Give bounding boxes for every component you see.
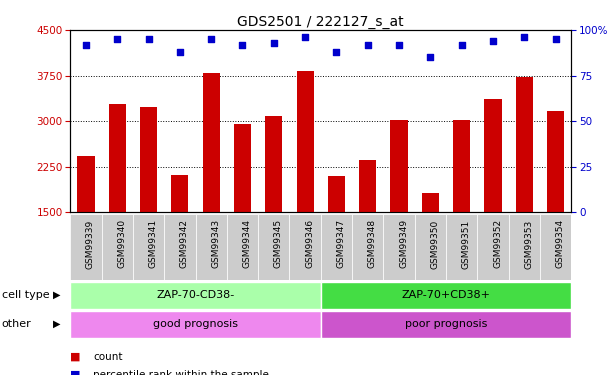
Bar: [352, 214, 384, 280]
Point: [238, 42, 247, 48]
Point: [207, 36, 216, 42]
Text: good prognosis: good prognosis: [153, 319, 238, 329]
Text: ZAP-70-CD38-: ZAP-70-CD38-: [156, 290, 235, 300]
Point: [112, 36, 122, 42]
Bar: [164, 214, 196, 280]
Title: GDS2501 / 222127_s_at: GDS2501 / 222127_s_at: [238, 15, 404, 29]
Bar: [390, 120, 408, 212]
Bar: [203, 72, 220, 212]
Text: GSM99351: GSM99351: [462, 219, 470, 268]
Text: other: other: [2, 319, 32, 329]
Text: GSM99344: GSM99344: [243, 219, 252, 268]
Text: ▶: ▶: [53, 290, 60, 300]
Bar: [321, 310, 571, 338]
Bar: [109, 104, 126, 212]
Bar: [290, 214, 321, 280]
Bar: [477, 214, 509, 280]
Bar: [453, 120, 470, 212]
Text: count: count: [93, 352, 123, 362]
Text: GSM99345: GSM99345: [274, 219, 283, 268]
Bar: [101, 214, 133, 280]
Text: GSM99352: GSM99352: [493, 219, 502, 268]
Bar: [540, 214, 571, 280]
Text: GSM99353: GSM99353: [524, 219, 533, 268]
Text: percentile rank within the sample: percentile rank within the sample: [93, 370, 269, 375]
Text: cell type: cell type: [2, 290, 49, 300]
Bar: [296, 71, 313, 212]
Bar: [78, 156, 95, 212]
Text: GSM99350: GSM99350: [430, 219, 439, 268]
Point: [457, 42, 467, 48]
Bar: [133, 214, 164, 280]
Bar: [422, 193, 439, 212]
Bar: [70, 214, 101, 280]
Bar: [70, 310, 321, 338]
Point: [363, 42, 373, 48]
Bar: [171, 175, 188, 212]
Text: GSM99354: GSM99354: [555, 219, 565, 268]
Point: [425, 54, 435, 60]
Text: ZAP-70+CD38+: ZAP-70+CD38+: [401, 290, 491, 300]
Point: [332, 49, 342, 55]
Point: [488, 38, 498, 44]
Bar: [70, 282, 321, 309]
Bar: [384, 214, 415, 280]
Text: GSM99347: GSM99347: [337, 219, 345, 268]
Point: [144, 36, 153, 42]
Text: GSM99346: GSM99346: [305, 219, 314, 268]
Bar: [227, 214, 258, 280]
Text: GSM99342: GSM99342: [180, 219, 189, 268]
Text: GSM99340: GSM99340: [117, 219, 126, 268]
Bar: [196, 214, 227, 280]
Bar: [485, 99, 502, 212]
Bar: [415, 214, 446, 280]
Text: GSM99343: GSM99343: [211, 219, 220, 268]
Text: ■: ■: [70, 352, 81, 362]
Bar: [446, 214, 477, 280]
Text: GSM99348: GSM99348: [368, 219, 377, 268]
Bar: [234, 123, 251, 212]
Point: [269, 40, 279, 46]
Point: [300, 34, 310, 40]
Bar: [265, 116, 282, 212]
Text: ▶: ▶: [53, 319, 60, 329]
Point: [394, 42, 404, 48]
Point: [519, 34, 529, 40]
Text: GSM99339: GSM99339: [86, 219, 95, 268]
Point: [175, 49, 185, 55]
Bar: [321, 214, 352, 280]
Bar: [258, 214, 290, 280]
Text: poor prognosis: poor prognosis: [405, 319, 487, 329]
Bar: [328, 176, 345, 212]
Text: GSM99341: GSM99341: [148, 219, 158, 268]
Text: ■: ■: [70, 370, 81, 375]
Bar: [509, 214, 540, 280]
Bar: [321, 282, 571, 309]
Point: [81, 42, 91, 48]
Bar: [359, 160, 376, 212]
Bar: [516, 77, 533, 212]
Text: GSM99349: GSM99349: [399, 219, 408, 268]
Bar: [140, 107, 157, 212]
Bar: [547, 111, 564, 212]
Point: [551, 36, 560, 42]
